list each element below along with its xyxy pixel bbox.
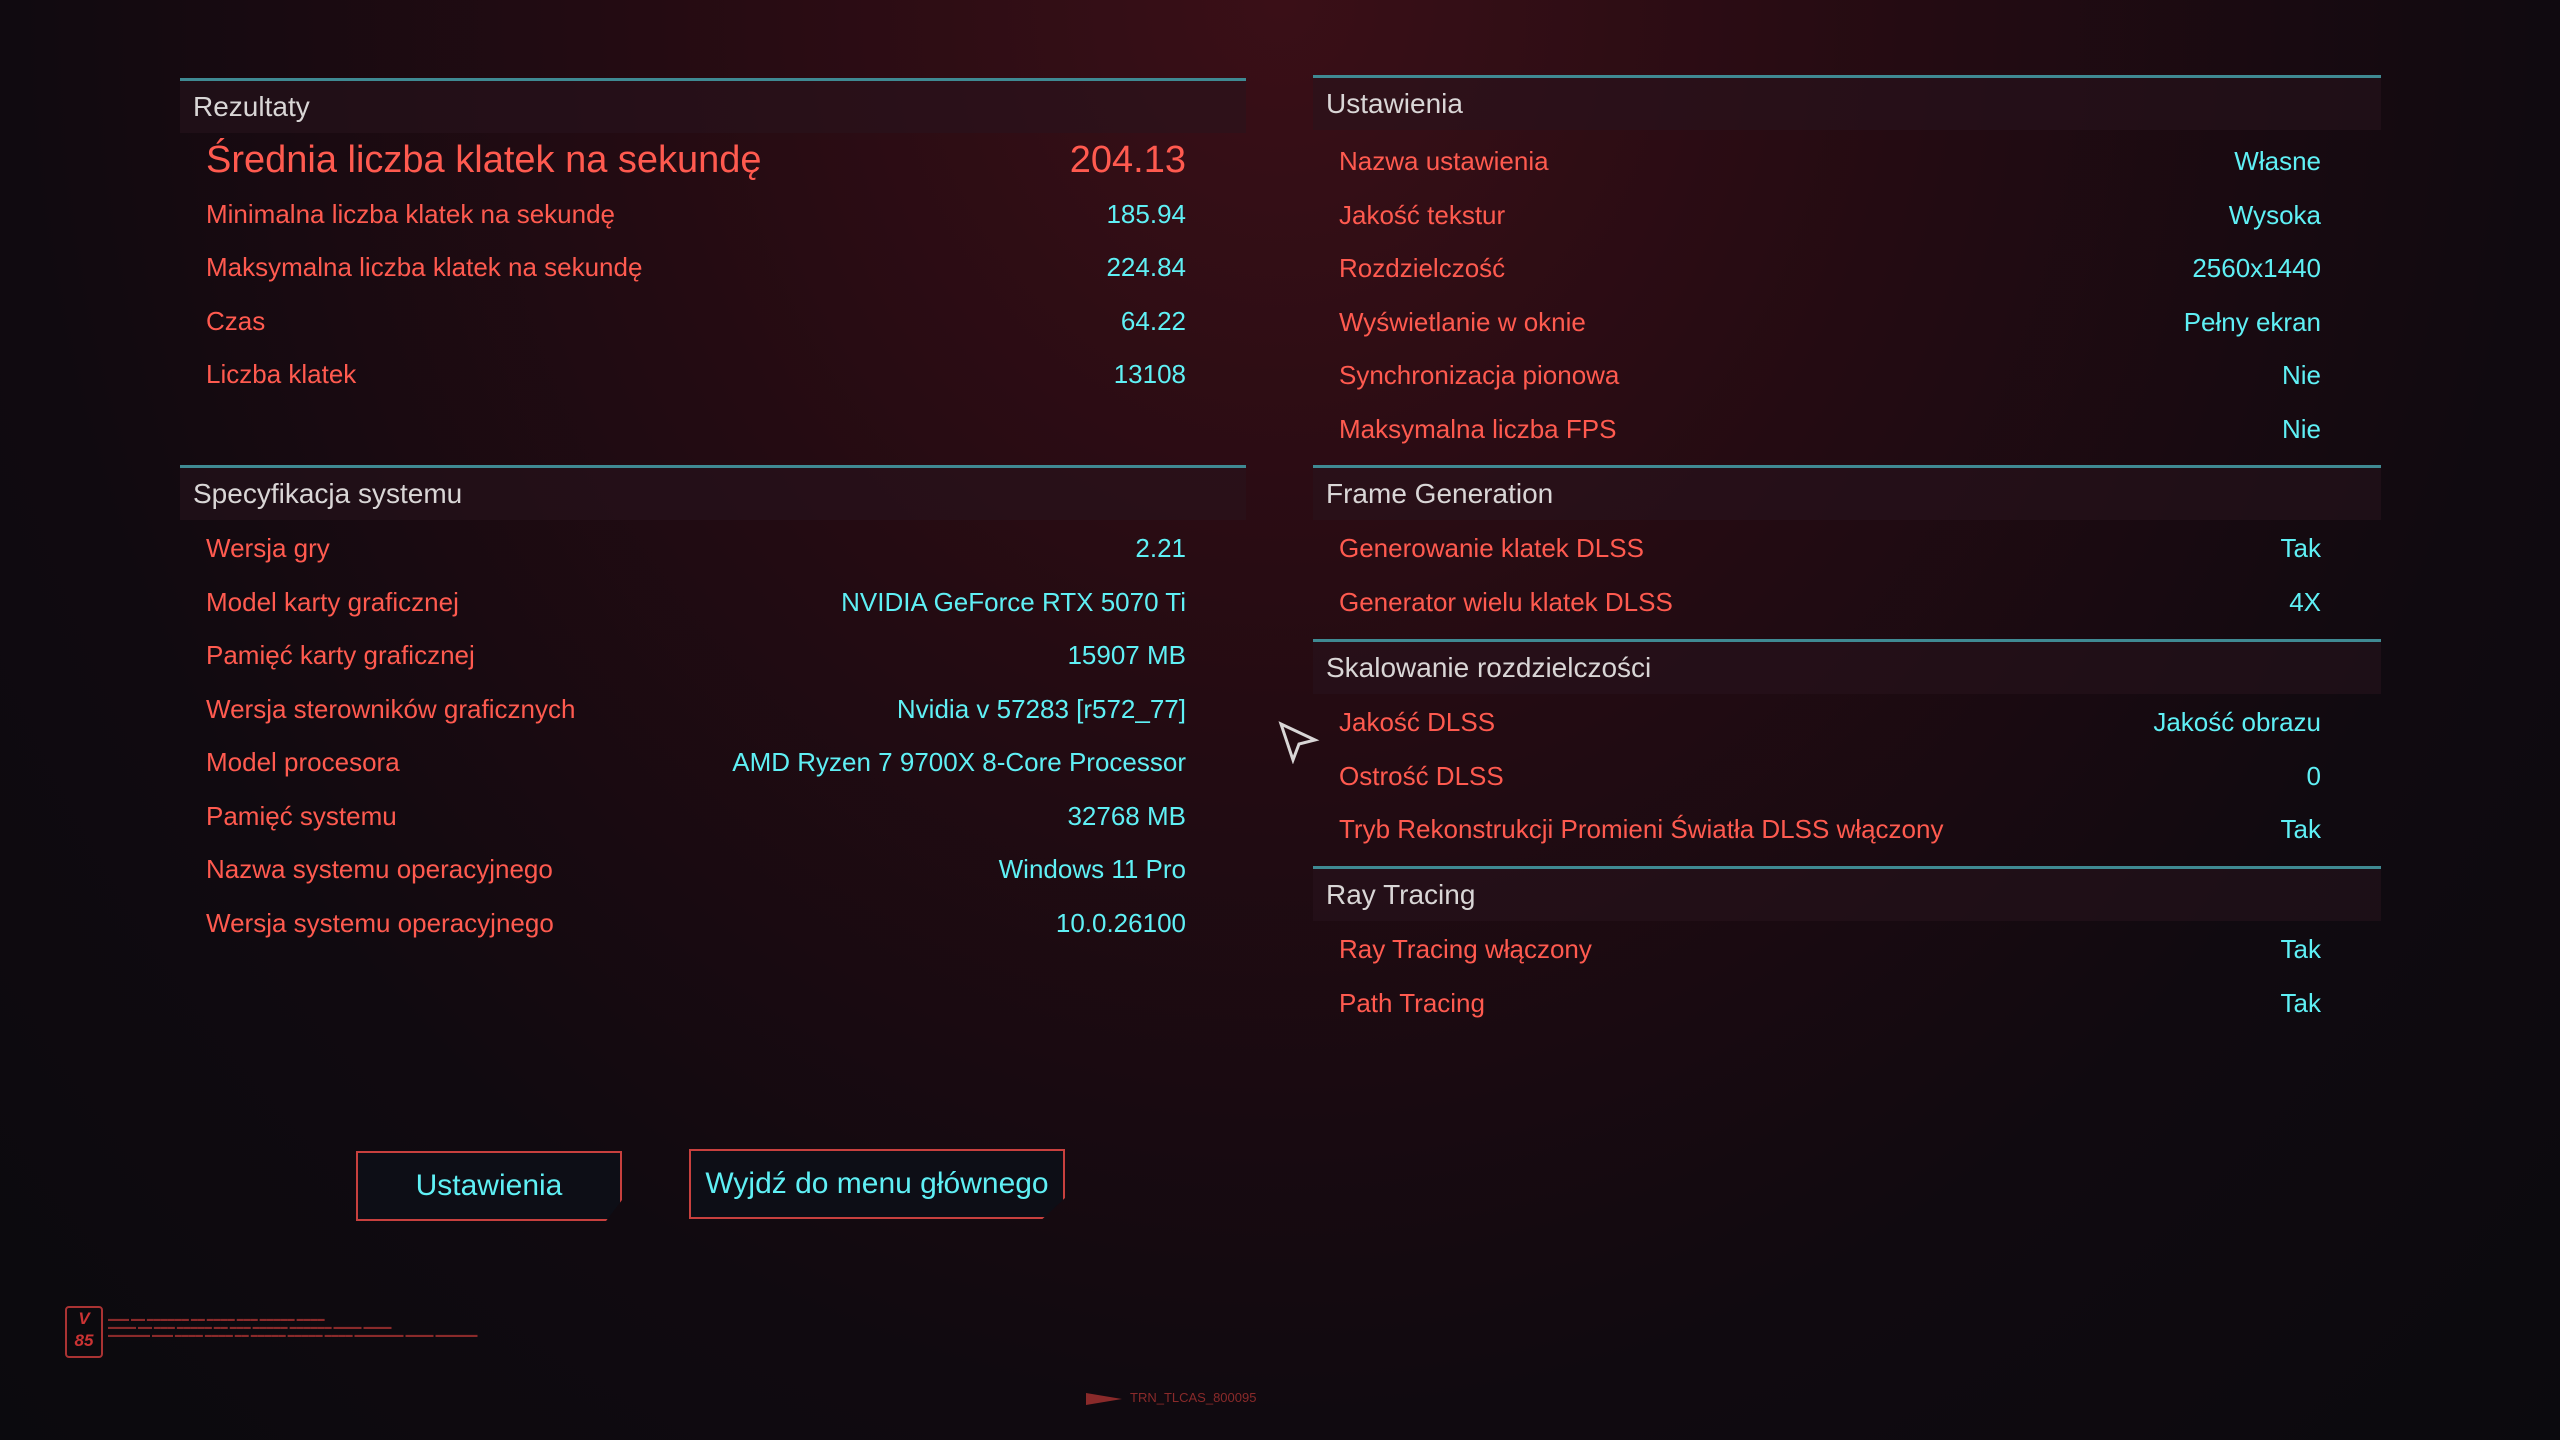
stat-row: Model procesora AMD Ryzen 7 9700X 8-Core … [206,742,1186,782]
stat-row: Wersja systemu operacyjnego 10.0.26100 [206,903,1186,943]
stat-value: Własne [2234,146,2321,176]
stat-value: Tak [2280,987,2321,1018]
stat-row: Jakość DLSS Jakość obrazu [1339,702,2321,742]
section-title: Rezultaty [180,81,1246,133]
stat-label: Jakość DLSS [1339,707,1496,737]
settings-button[interactable]: Ustawienia [356,1151,622,1221]
stat-label: Czas [206,305,266,336]
stat-label: Wersja gry [206,533,330,563]
stat-row: Nazwa systemu operacyjnego Windows 11 Pro [206,849,1186,889]
stat-value: Windows 11 Pro [998,854,1186,884]
stat-row: Generator wielu klatek DLSS 4X [1339,582,2321,622]
stat-value: 0 [2306,760,2321,791]
stat-label: Nazwa ustawienia [1339,146,1549,176]
section-title: Ray Tracing [1313,869,2381,921]
stat-value: Nie [2281,413,2321,444]
stat-label: Generator wielu klatek DLSS [1339,586,1673,617]
settings-panel: Ustawienia Nazwa ustawienia Własne Jakość t… [1313,75,2381,1055]
stat-value: 32768 MB [1067,800,1186,831]
stat-row: Maksymalna liczba FPS Nie [1339,409,2321,449]
stat-value: Nie [2281,360,2321,390]
stat-value: 2.21 [1135,533,1186,563]
stat-row: Liczba klatek 13108 [206,354,1186,394]
stat-value: 64.22 [1120,305,1186,336]
section-ray-tracing: Ray Tracing Ray Tracing włączony Tak Path T… [1313,866,2381,1018]
section-title: Ustawienia [1313,78,2381,130]
stat-row: Jakość tekstur Wysoka [1339,195,2321,235]
stat-label: Pamięć systemu [206,800,397,831]
stat-value: Jakość obrazu [2153,707,2321,737]
stat-row: Wersja sterowników graficznych Nvidia v 5… [206,689,1186,729]
section-title: Skalowanie rozdzielczości [1313,642,2381,694]
stat-row: Ostrość DLSS 0 [1339,756,2321,796]
stat-row: Model karty graficznej NVIDIA GeForce RTX… [206,582,1186,622]
stat-label: Path Tracing [1339,987,1485,1018]
stat-value: Tak [2280,533,2321,563]
stat-label: Nazwa systemu operacyjnego [206,854,553,884]
stat-value: 10.0.26100 [1055,907,1186,938]
stat-label: Rozdzielczość [1339,253,1506,283]
stat-row: Średnia liczba klatek na sekundę 204.13 [206,140,1186,180]
stat-label: Maksymalna liczba klatek na sekundę [206,252,643,282]
stat-row: Path Tracing Tak [1339,983,2321,1023]
stat-row: Tryb Rekonstrukcji Promieni Światła DLSS… [1339,809,2321,849]
stat-row: Czas 64.22 [206,301,1186,341]
section-skalowanie-rozdzielczo-ci: Skalowanie rozdzielczości Jakość DLSS Jako… [1313,639,2381,844]
stat-label: Wersja systemu operacyjnego [206,907,554,938]
stat-label: Ray Tracing włączony [1339,934,1592,964]
stat-row: Minimalna liczba klatek na sekundę 185.94 [206,194,1186,234]
section-title: Frame Generation [1313,468,2381,520]
stat-row: Pamięć systemu 32768 MB [206,796,1186,836]
section-frame-generation: Frame Generation Generowanie klatek DLSS T… [1313,465,2381,617]
stat-value: Tak [2280,934,2321,964]
stat-label: Tryb Rekonstrukcji Promieni Światła DLSS… [1339,814,1944,844]
stat-value: Wysoka [2228,199,2321,230]
section-title: Specyfikacja systemu [180,468,1246,520]
stat-row: Pamięć karty graficznej 15907 MB [206,635,1186,675]
stat-value: 2560x1440 [2192,253,2321,283]
stat-value: Pełny ekran [2183,306,2321,337]
build-code: TRN_TLCAS_800095 [1086,1390,1256,1405]
stat-label: Generowanie klatek DLSS [1339,533,1644,563]
stat-value: 15907 MB [1067,640,1186,670]
stat-label: Średnia liczba klatek na sekundę [206,139,762,181]
stat-value: 4X [2289,586,2321,617]
stat-label: Jakość tekstur [1339,199,1506,230]
stat-value: 204.13 [1069,139,1186,181]
stat-label: Model karty graficznej [206,586,459,617]
stat-row: Synchronizacja pionowa Nie [1339,355,2321,395]
section-rezultaty: Rezultaty Średnia liczba klatek na sekund… [180,78,1246,389]
section-specyfikacja-systemu: Specyfikacja systemu Wersja gry 2.21 Model … [180,465,1246,938]
section-ustawienia: Ustawienia Nazwa ustawienia Własne Jakość t… [1313,75,2381,444]
stat-row: Ray Tracing włączony Tak [1339,929,2321,969]
exit-to-main-menu-button[interactable]: Wyjdź do menu głównego [689,1149,1065,1219]
results-panel: Rezultaty Średnia liczba klatek na sekund… [180,78,1246,978]
stat-value: 13108 [1113,359,1186,389]
version-logo: V 85 [65,1306,103,1358]
stat-row: Rozdzielczość 2560x1440 [1339,248,2321,288]
stat-label: Ostrość DLSS [1339,760,1504,791]
stat-label: Synchronizacja pionowa [1339,360,1620,390]
stat-row: Nazwa ustawienia Własne [1339,141,2321,181]
stat-row: Wersja gry 2.21 [206,528,1186,568]
stat-row: Wyświetlanie w oknie Pełny ekran [1339,302,2321,342]
stat-row: Generowanie klatek DLSS Tak [1339,528,2321,568]
stat-label: Wyświetlanie w oknie [1339,306,1586,337]
stat-label: Minimalna liczba klatek na sekundę [206,198,615,229]
mouse-cursor-icon [1278,721,1320,764]
stat-label: Wersja sterowników graficznych [206,693,576,724]
fine-print-decoration: ▬▬▬ ▬▬ ▬▬▬▬▬▬ ▬▬ ▬▬▬▬ ▬▬▬ ▬▬▬▬▬ ▬▬▬▬ ▬▬▬▬… [108,1316,478,1339]
stat-label: Model procesora [206,747,400,777]
stat-value: 185.94 [1106,198,1186,229]
stat-label: Maksymalna liczba FPS [1339,413,1617,444]
stat-value: Tak [2280,814,2321,844]
stat-value: NVIDIA GeForce RTX 5070 Ti [841,586,1186,617]
stat-row: Maksymalna liczba klatek na sekundę 224.8… [206,247,1186,287]
stat-label: Liczba klatek [206,359,357,389]
stat-value: Nvidia v 57283 [r572_77] [896,693,1186,724]
stat-value: AMD Ryzen 7 9700X 8-Core Processor [732,747,1186,777]
stat-value: 224.84 [1106,252,1186,282]
stat-label: Pamięć karty graficznej [206,640,475,670]
